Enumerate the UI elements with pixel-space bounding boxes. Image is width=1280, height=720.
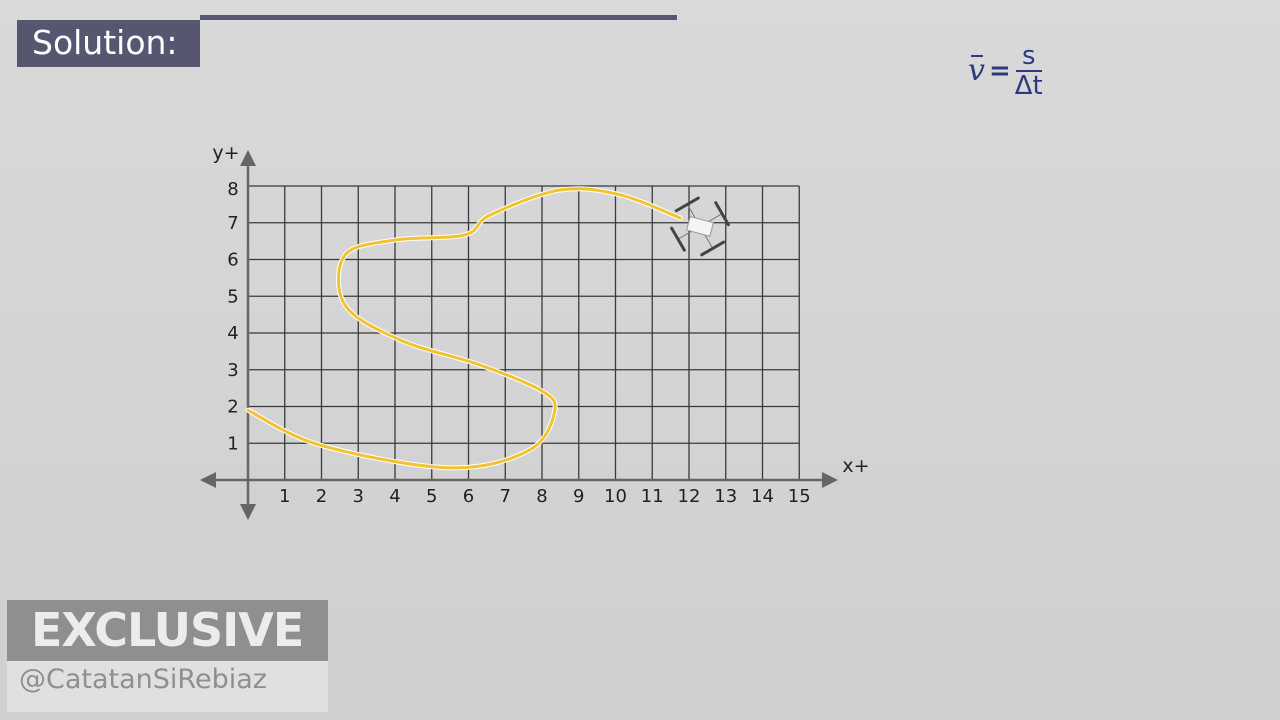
equals-sign: =	[988, 56, 1011, 86]
x-tick-label: 15	[788, 486, 811, 507]
velocity-symbol: v	[968, 51, 985, 91]
y-tick-label: 2	[227, 397, 238, 418]
x-tick-label: 10	[604, 486, 627, 507]
drone-propeller	[674, 196, 700, 213]
quadcopter-drone-icon	[670, 196, 730, 257]
y-tick-label: 8	[227, 179, 238, 200]
solution-title: Solution:	[32, 23, 178, 62]
y-axis-label: y+	[212, 142, 239, 164]
denominator: Δt	[1014, 71, 1043, 101]
y-tick-label: 4	[227, 323, 238, 344]
average-velocity-formula: v = s Δt	[968, 42, 1043, 100]
x-axis-arrow-left	[200, 472, 216, 488]
drone-propeller	[700, 240, 726, 257]
drone-propeller	[714, 201, 730, 227]
x-tick-label: 11	[641, 486, 664, 507]
x-axis-arrow-right	[822, 472, 838, 488]
x-tick-label: 4	[389, 486, 400, 507]
fraction: s Δt	[1015, 42, 1043, 100]
y-axis-arrow-up	[240, 150, 256, 166]
x-tick-label: 14	[751, 486, 774, 507]
y-tick-label: 6	[227, 250, 238, 271]
x-tick-label: 12	[678, 486, 701, 507]
x-axis-label: x+	[842, 455, 869, 477]
watermark-handle: @CatatanSiRebiaz	[19, 664, 267, 695]
drone-body	[686, 215, 715, 237]
drone-propeller	[670, 226, 686, 252]
x-tick-label: 2	[316, 486, 327, 507]
numerator: s	[1015, 42, 1042, 72]
x-tick-label: 8	[536, 486, 547, 507]
y-axis-arrow-down	[240, 504, 256, 520]
x-tick-label: 3	[353, 486, 364, 507]
y-tick-label: 1	[227, 433, 238, 454]
y-tick-label: 3	[227, 360, 238, 381]
x-tick-label: 9	[573, 486, 584, 507]
x-tick-label: 13	[714, 486, 737, 507]
watermark-exclusive: EXCLUSIVE	[7, 600, 328, 661]
x-tick-label: 1	[279, 486, 290, 507]
x-tick-label: 6	[463, 486, 474, 507]
y-tick-label: 7	[227, 213, 238, 234]
watermark: EXCLUSIVE @CatatanSiRebiaz	[7, 600, 328, 712]
y-tick-label: 5	[227, 286, 238, 307]
header-divider	[200, 15, 677, 20]
solution-header: Solution:	[17, 20, 200, 67]
drone-path	[246, 187, 682, 470]
x-tick-label: 7	[500, 486, 511, 507]
x-tick-label: 5	[426, 486, 437, 507]
